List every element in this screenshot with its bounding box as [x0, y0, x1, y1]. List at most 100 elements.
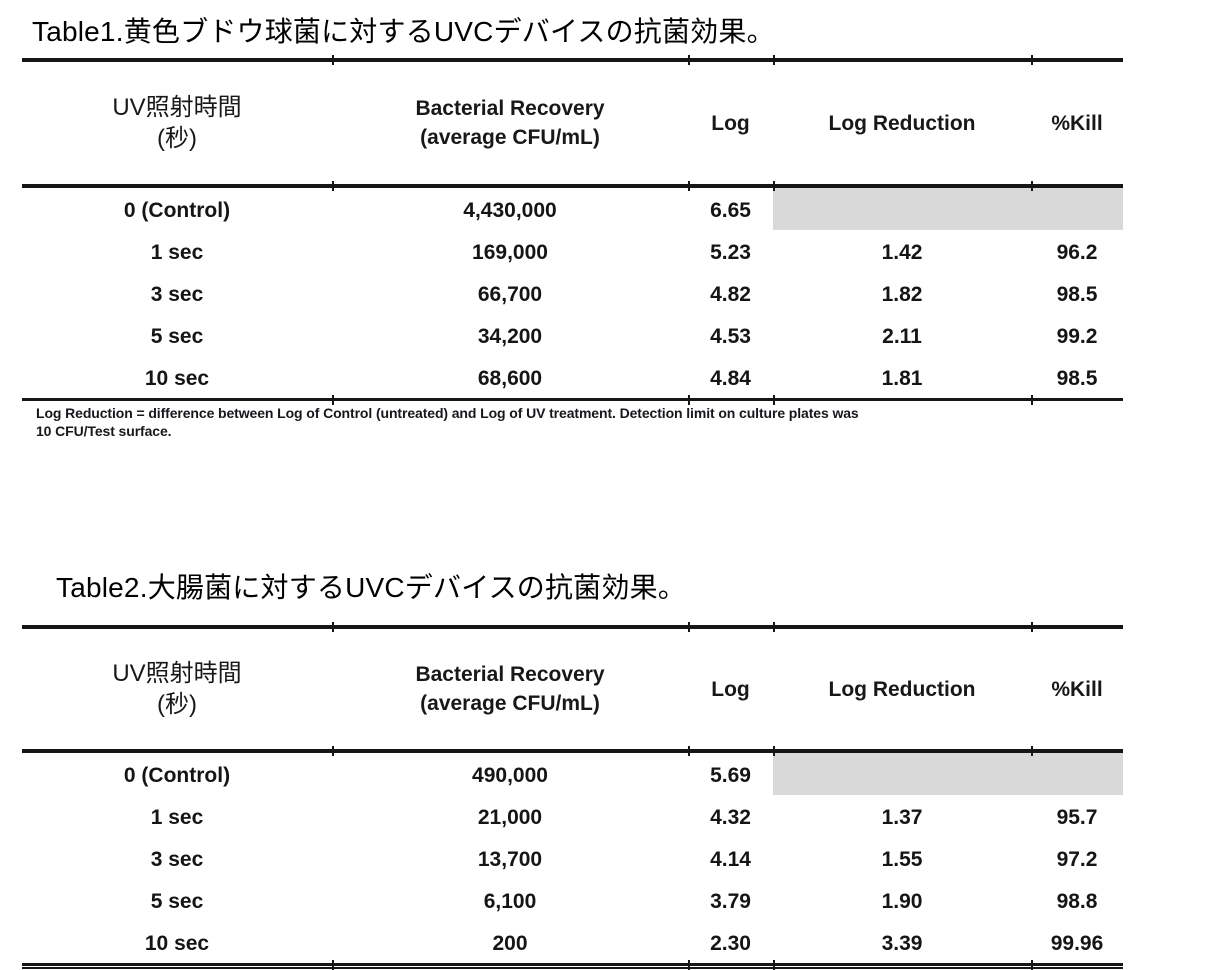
- table-row: 10 sec 68,600 4.84 1.81 98.5: [22, 356, 1123, 398]
- header-uv-time: UV照射時間 (秒): [22, 62, 332, 184]
- table-cell: 4.82: [710, 282, 751, 306]
- column-divider-tick: [688, 55, 690, 65]
- table-cell: 3 sec: [150, 847, 204, 871]
- table-row: 5 sec 34,200 4.53 2.11 99.2: [22, 314, 1123, 356]
- header-recovery-line2: (average CFU/mL): [420, 126, 600, 149]
- header-bacterial-recovery: Bacterial Recovery (average CFU/mL): [332, 62, 688, 184]
- table1-footnote: Log Reduction = difference between Log o…: [36, 404, 1108, 440]
- column-divider-tick: [688, 395, 690, 405]
- table2-header-row: UV照射時間 (秒) Bacterial Recovery (average C…: [22, 629, 1123, 749]
- header-log-reduction: Log Reduction: [828, 111, 976, 135]
- table-cell: 3 sec: [150, 282, 204, 306]
- footnote-line: 10 CFU/Test surface.: [36, 423, 172, 439]
- table-cell: 3.39: [881, 931, 923, 955]
- shaded-cell: [1031, 753, 1123, 795]
- table-row: 3 sec 66,700 4.82 1.82 98.5: [22, 272, 1123, 314]
- table-row: 3 sec 13,700 4.14 1.55 97.2: [22, 837, 1123, 879]
- header-uv-time-line2: (秒): [157, 125, 197, 152]
- table-cell: 5 sec: [150, 324, 204, 348]
- column-divider-tick: [1031, 960, 1033, 970]
- column-divider-tick: [332, 55, 334, 65]
- table-cell: 1.81: [881, 366, 923, 390]
- header-uv-time-line2: (秒): [157, 691, 197, 718]
- table2-bottom-rule-second: [22, 967, 1123, 969]
- table-cell: 6.65: [710, 198, 751, 222]
- column-divider-tick: [773, 55, 775, 65]
- table2: UV照射時間 (秒) Bacterial Recovery (average C…: [22, 622, 1123, 970]
- table-cell: 5.69: [710, 763, 751, 787]
- table1-bottom-rule: [22, 395, 1123, 405]
- table-cell: 1.82: [881, 282, 923, 306]
- table2-bottom-rule: [22, 960, 1123, 970]
- table2-mid-rule: [22, 746, 1123, 756]
- table-cell: 68,600: [477, 366, 543, 390]
- table2-top-rule: [22, 622, 1123, 632]
- table-cell: 95.7: [1056, 805, 1098, 829]
- table-cell: 3.79: [710, 889, 751, 913]
- table1: UV照射時間 (秒) Bacterial Recovery (average C…: [22, 55, 1123, 440]
- table2-title: Table2.大腸菌に対するUVCデバイスの抗菌効果。: [56, 572, 686, 603]
- table1-header-row: UV照射時間 (秒) Bacterial Recovery (average C…: [22, 62, 1123, 184]
- column-divider-tick: [332, 181, 334, 191]
- header-log: Log: [711, 111, 750, 135]
- table-cell: 1.90: [881, 889, 923, 913]
- table-cell: 1 sec: [150, 805, 204, 829]
- column-divider-tick: [688, 746, 690, 756]
- table-cell: 4.14: [710, 847, 751, 871]
- table-cell: 0 (Control): [123, 763, 231, 787]
- table-cell: 96.2: [1056, 240, 1098, 264]
- column-divider-tick: [1031, 181, 1033, 191]
- table-cell: 200: [492, 931, 528, 955]
- header-uv-time-line1: UV照射時間: [112, 660, 242, 687]
- table-row: 1 sec 169,000 5.23 1.42 96.2: [22, 230, 1123, 272]
- column-divider-tick: [1031, 746, 1033, 756]
- header-percent-kill: %Kill: [1051, 111, 1103, 135]
- table-row: 5 sec 6,100 3.79 1.90 98.8: [22, 879, 1123, 921]
- table-cell: 5 sec: [150, 889, 204, 913]
- table-row-control: 0 (Control) 4,430,000 6.65: [22, 188, 1123, 230]
- footnote-line: Log Reduction = difference between Log o…: [36, 405, 859, 421]
- table-cell: 1.42: [881, 240, 923, 264]
- table1-mid-rule: [22, 181, 1123, 191]
- table-cell: 0 (Control): [123, 198, 231, 222]
- header-recovery-line1: Bacterial Recovery: [415, 663, 605, 686]
- column-divider-tick: [332, 622, 334, 632]
- header-log-reduction: Log Reduction: [828, 677, 976, 701]
- column-divider-tick: [332, 746, 334, 756]
- header-uv-time-line1: UV照射時間: [112, 94, 242, 121]
- column-divider-tick: [332, 960, 334, 970]
- header-uv-time: UV照射時間 (秒): [22, 629, 332, 749]
- column-divider-tick: [688, 181, 690, 191]
- column-divider-tick: [688, 960, 690, 970]
- header-bacterial-recovery: Bacterial Recovery (average CFU/mL): [332, 629, 688, 749]
- table-cell: 97.2: [1056, 847, 1098, 871]
- table-row: 1 sec 21,000 4.32 1.37 95.7: [22, 795, 1123, 837]
- table2-body: 0 (Control) 490,000 5.69 1 sec 21,000 4.32 1.3…: [22, 753, 1123, 963]
- table1-top-rule: [22, 55, 1123, 65]
- table-cell: 1.55: [881, 847, 923, 871]
- table-cell: 34,200: [477, 324, 543, 348]
- table-cell: 99.2: [1056, 324, 1098, 348]
- table-cell: 13,700: [477, 847, 543, 871]
- table-cell: 10 sec: [144, 931, 210, 955]
- column-divider-tick: [1031, 622, 1033, 632]
- table-cell: 169,000: [472, 240, 548, 264]
- table-cell: 490,000: [472, 763, 548, 787]
- table1-title: Table1.黄色ブドウ球菌に対するUVCデバイスの抗菌効果。: [32, 16, 775, 47]
- column-divider-tick: [773, 395, 775, 405]
- column-divider-tick: [332, 395, 334, 405]
- column-divider-tick: [773, 746, 775, 756]
- table-cell: 10 sec: [144, 366, 210, 390]
- table-row: 10 sec 200 2.30 3.39 99.96: [22, 921, 1123, 963]
- table-cell: 1 sec: [150, 240, 204, 264]
- column-divider-tick: [773, 960, 775, 970]
- table-cell: 5.23: [710, 240, 751, 264]
- table-cell: 66,700: [477, 282, 543, 306]
- column-divider-tick: [1031, 395, 1033, 405]
- column-divider-tick: [688, 622, 690, 632]
- table-cell: 6,100: [483, 889, 537, 913]
- table-cell: 99.96: [1050, 931, 1104, 955]
- table-cell: 2.30: [710, 931, 751, 955]
- column-divider-tick: [773, 181, 775, 191]
